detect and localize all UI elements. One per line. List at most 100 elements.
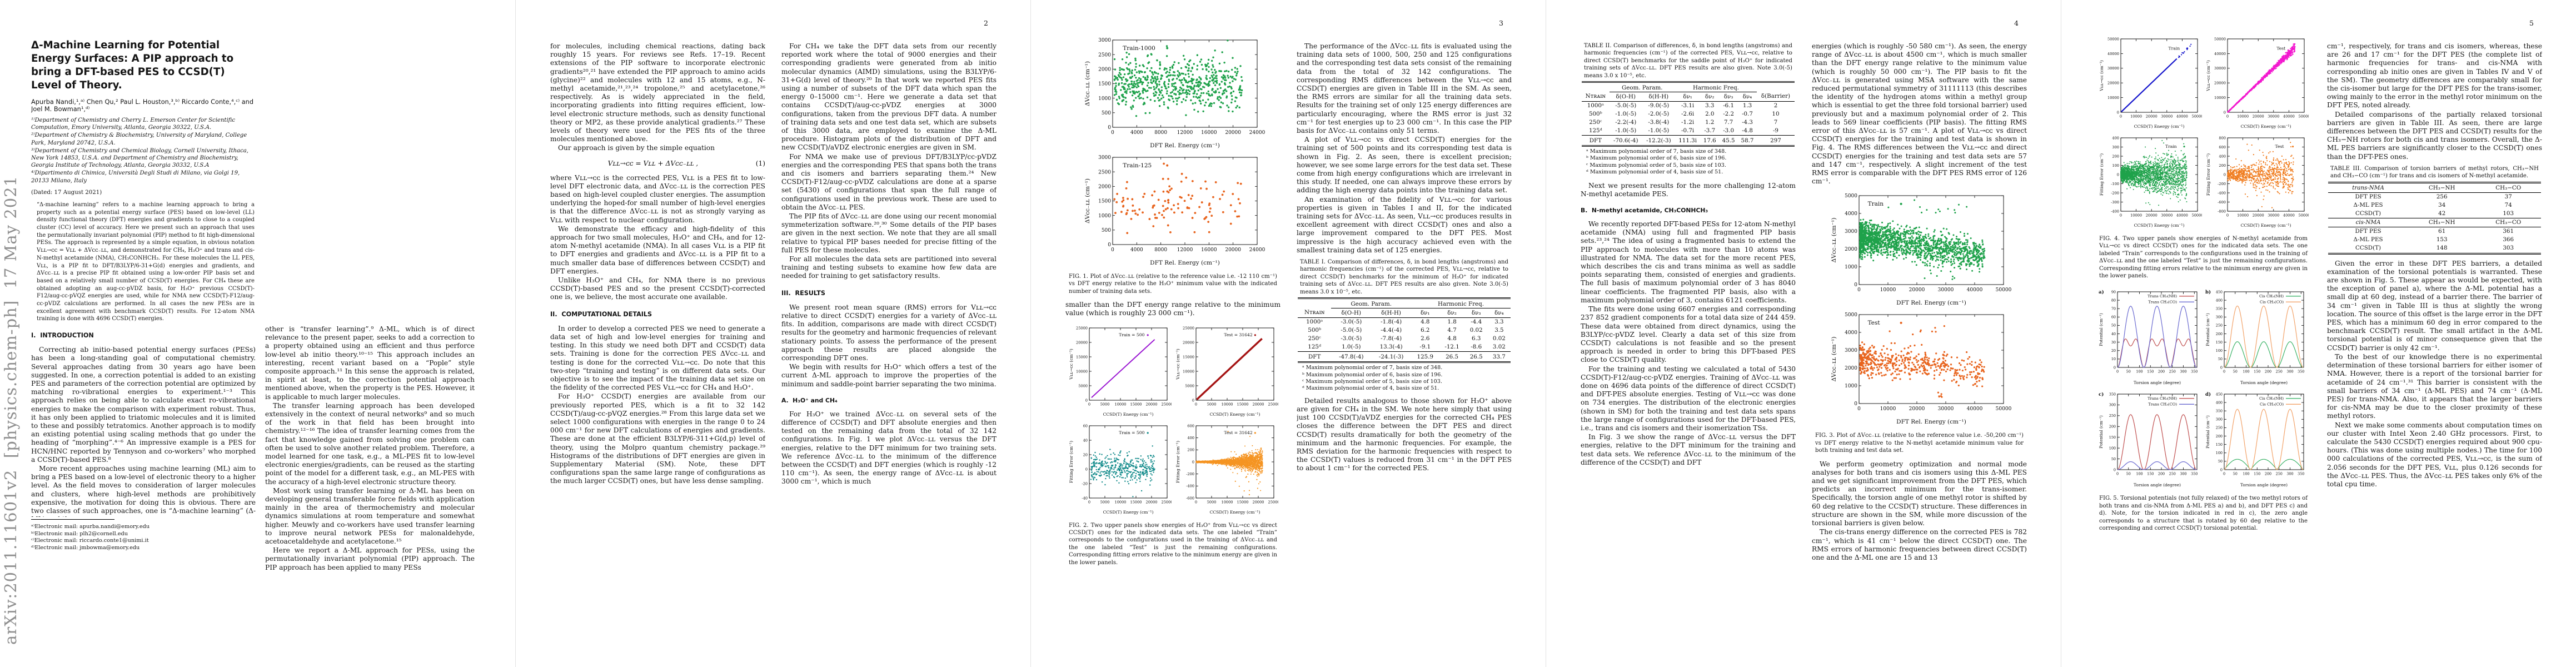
paragraph: Most work using transfer learning or Δ-M… [265,486,475,546]
paragraph: energies (which is roughly -50 580 cm⁻¹)… [1812,42,2027,186]
svg-text:24000: 24000 [1249,247,1264,253]
paragraph: For all molecules the data sets are part… [781,255,996,280]
paragraph: Here we report a Δ-ML approach for PESs,… [265,546,475,571]
arxiv-banner: arXiv:2011.11601v2 [physics.chem-ph] 17 … [1,175,20,645]
table-3: trans-NMA CH₃−NH CH₃−CO DFT PES 256 37 Δ-ML PE… [2327,181,2542,255]
affiliation-2: ²⁾Department of Chemistry & Biochemistry… [31,132,247,146]
svg-text:1500: 1500 [1098,199,1111,205]
svg-text:30000: 30000 [1937,287,1954,293]
table-2: Geom. Param. Harmonic Freq. Nᴛʀᴀɪɴ δ(O-H) δ(… [1581,81,1796,176]
svg-text:Fitting Error (cm⁻¹): Fitting Error (cm⁻¹) [1069,440,1074,482]
section-heading-computational-details: II. COMPUTATIONAL DETAILS [550,310,652,318]
paragraph: where Vʟʟ→ᴄᴄ is the corrected PES, Vʟʟ i… [550,173,765,224]
svg-text:0: 0 [1195,500,1197,504]
footnote-email-c: ᶜ⁾Electronic mail: riccardo.conte1@unimi… [31,537,149,544]
svg-text:0: 0 [1088,402,1090,406]
table1-caption: TABLE I. Comparison of differences, δ, i… [1300,259,1508,295]
svg-text:CCSD(T) Energy (cm⁻¹): CCSD(T) Energy (cm⁻¹) [1210,510,1260,515]
paragraph: The PIP fits of ΔVᴄᴄ₋ʟʟ are done using o… [781,212,996,254]
svg-text:Vʟʟ→ᴄᴄ (cm⁻¹): Vʟʟ→ᴄᴄ (cm⁻¹) [1175,349,1180,380]
data-table: Geom. Param. Harmonic Freq. Nᴛʀᴀɪɴ δ(O-H) δ(… [1582,83,1795,145]
svg-text:4000: 4000 [1130,130,1143,136]
svg-text:0: 0 [1111,130,1114,136]
svg-text:40: 40 [1083,438,1088,442]
fig1-caption: FIG. 1. Plot of ΔVᴄᴄ₋ʟʟ (relative to the… [1069,273,1277,295]
paragraph: The cis-trans energy difference on the c… [1812,528,2027,561]
dated-line: (Dated: 17 August 2021) [31,189,102,196]
fig2-panel-grid: 0500010000150002000025000050001000015000… [1068,323,1279,518]
paragraph: For NMA we make use of previous DFT/B3LY… [781,152,996,211]
page-5: 5 01000020000300004000050000010000200003… [2061,0,2576,667]
paragraph: The transfer learning approach has been … [265,401,475,486]
svg-text:10000: 10000 [1183,369,1194,374]
affiliation-1: ¹⁾Department of Chemistry and Cherry L. … [31,117,236,131]
svg-text:2000: 2000 [1098,67,1111,73]
page1-left-column: Δ-Machine Learning for Potential Energy … [31,39,256,517]
fig3-test-chart: 0 10000 20000 30000 40000 50000 0 1000 2000 3000 4… [1828,309,2012,428]
equation-number: (1) [755,159,765,167]
svg-text:ΔVᴄᴄ₋ʟʟ (cm⁻¹): ΔVᴄᴄ₋ʟʟ (cm⁻¹) [1831,218,1837,263]
svg-text:0: 0 [1108,242,1111,248]
svg-text:25000: 25000 [1268,402,1278,406]
svg-text:10000: 10000 [1222,402,1233,406]
svg-text:20000: 20000 [1076,340,1088,345]
svg-text:20000: 20000 [1146,500,1158,504]
svg-text:-40: -40 [1082,496,1088,500]
page-2: 2 for molecules, including chemical reac… [515,0,1030,667]
svg-text:2000: 2000 [1845,247,1857,253]
paragraph: for molecules, including chemical reacti… [550,42,765,143]
footnote-block: ᵃ⁾Electronic mail: apurba.nandi@emory.ed… [31,519,215,551]
svg-text:25000: 25000 [1268,500,1278,504]
table3-caption: TABLE III. Comparison of torsion barrier… [2330,165,2539,180]
fig3-train-chart: 0 10000 20000 30000 40000 50000 0 1000 2000 3000 4… [1828,190,2012,309]
paragraph: cm⁻¹, respectively, for trans and cis is… [2327,42,2542,109]
svg-text:-200: -200 [1186,472,1194,476]
svg-text:2000: 2000 [1098,185,1111,190]
subsection-heading-h3o-ch4: A. H₃O⁺ and CH₄ [781,396,838,404]
svg-text:Test = 31642: Test = 31642 [1224,332,1252,337]
fig5-panel-a-chart: 0 50 100 150 200 250 300 350 0 10 20 30 40 50 60 70 80 90… [2098,287,2202,389]
svg-text:10000: 10000 [1115,500,1127,504]
svg-text:3000: 3000 [1098,38,1111,43]
paragraph: Given the error in these DFT PES barrier… [2327,259,2542,352]
paragraph: For H₃O⁺ CCSD(T) energies are available … [550,392,765,485]
page-3: 3 0 4000 8000 12000 16000 20000 24000 0 500 1000 1… [1030,0,1546,667]
svg-text:DFT Rel. Energy (cm⁻¹): DFT Rel. Energy (cm⁻¹) [1150,142,1220,149]
paragraph: A plot of Vʟʟ→ᴄᴄ vs direct CCSD(T) energ… [1297,136,1512,195]
paragraph: More recent approaches using machine lea… [31,464,256,517]
svg-text:25000: 25000 [1162,500,1172,504]
svg-text:0: 0 [1088,500,1090,504]
svg-text:5000: 5000 [1100,500,1110,504]
page-number: 2 [984,19,988,27]
svg-text:15000: 15000 [1076,355,1088,359]
page2-right-column: For CH₄ we take the DFT data sets from o… [781,42,996,639]
fig3-caption: FIG. 3. Plot of ΔVᴄᴄ₋ʟʟ (relative to the… [1815,432,2024,454]
svg-text:1000: 1000 [1098,213,1111,219]
paper-title: Δ-Machine Learning for Potential Energy … [31,39,234,92]
svg-text:Train-1000: Train-1000 [1123,45,1155,52]
svg-text:20: 20 [1083,452,1088,457]
svg-text:Vʟʟ→ᴄᴄ (cm⁻¹): Vʟʟ→ᴄᴄ (cm⁻¹) [1069,349,1074,380]
fig5-panel-d-chart: 0 50 100 150 200 250 300 350 0 50 100 150 200 250 300 3… [2205,390,2309,491]
svg-text:5000: 5000 [1100,402,1110,406]
equation-1: Vʟʟ→ᴄᴄ = Vʟʟ + ΔVᴄᴄ₋ʟʟ , (1) [550,160,765,167]
affiliation-4: ⁴⁾Dipartimento di Chimica, Università De… [31,170,240,184]
page-1: arXiv:2011.11601v2 [physics.chem-ph] 17 … [0,0,515,667]
svg-text:0: 0 [1857,287,1861,293]
svg-text:4000: 4000 [1845,212,1857,217]
paragraph: In Fig. 3 we show the range of ΔVᴄᴄ₋ʟʟ v… [1581,433,1796,466]
svg-text:Train: Train [1867,201,1884,207]
svg-text:10000: 10000 [1076,369,1088,374]
fig4-panel-grid: 0100002000030000400005000001000020000300… [2098,34,2310,231]
svg-text:5000: 5000 [1207,500,1217,504]
affiliation-3: ³⁾Department of Chemistry and Chemical B… [31,147,248,169]
svg-text:15000: 15000 [1130,500,1142,504]
fig4-train-error-chart: 01000020000300004000050000-400-300-200-1… [2098,133,2203,231]
fig2-train-energy-chart: 0500010000150002000025000050001000015000… [1068,323,1173,420]
table-1: Geom. Param. Harmonic Freq. Nᴛʀᴀɪɴ δ(O-H) δ(… [1297,297,1512,392]
svg-text:0: 0 [1192,398,1194,402]
svg-text:25000: 25000 [1162,402,1172,406]
svg-text:20000: 20000 [1146,402,1158,406]
